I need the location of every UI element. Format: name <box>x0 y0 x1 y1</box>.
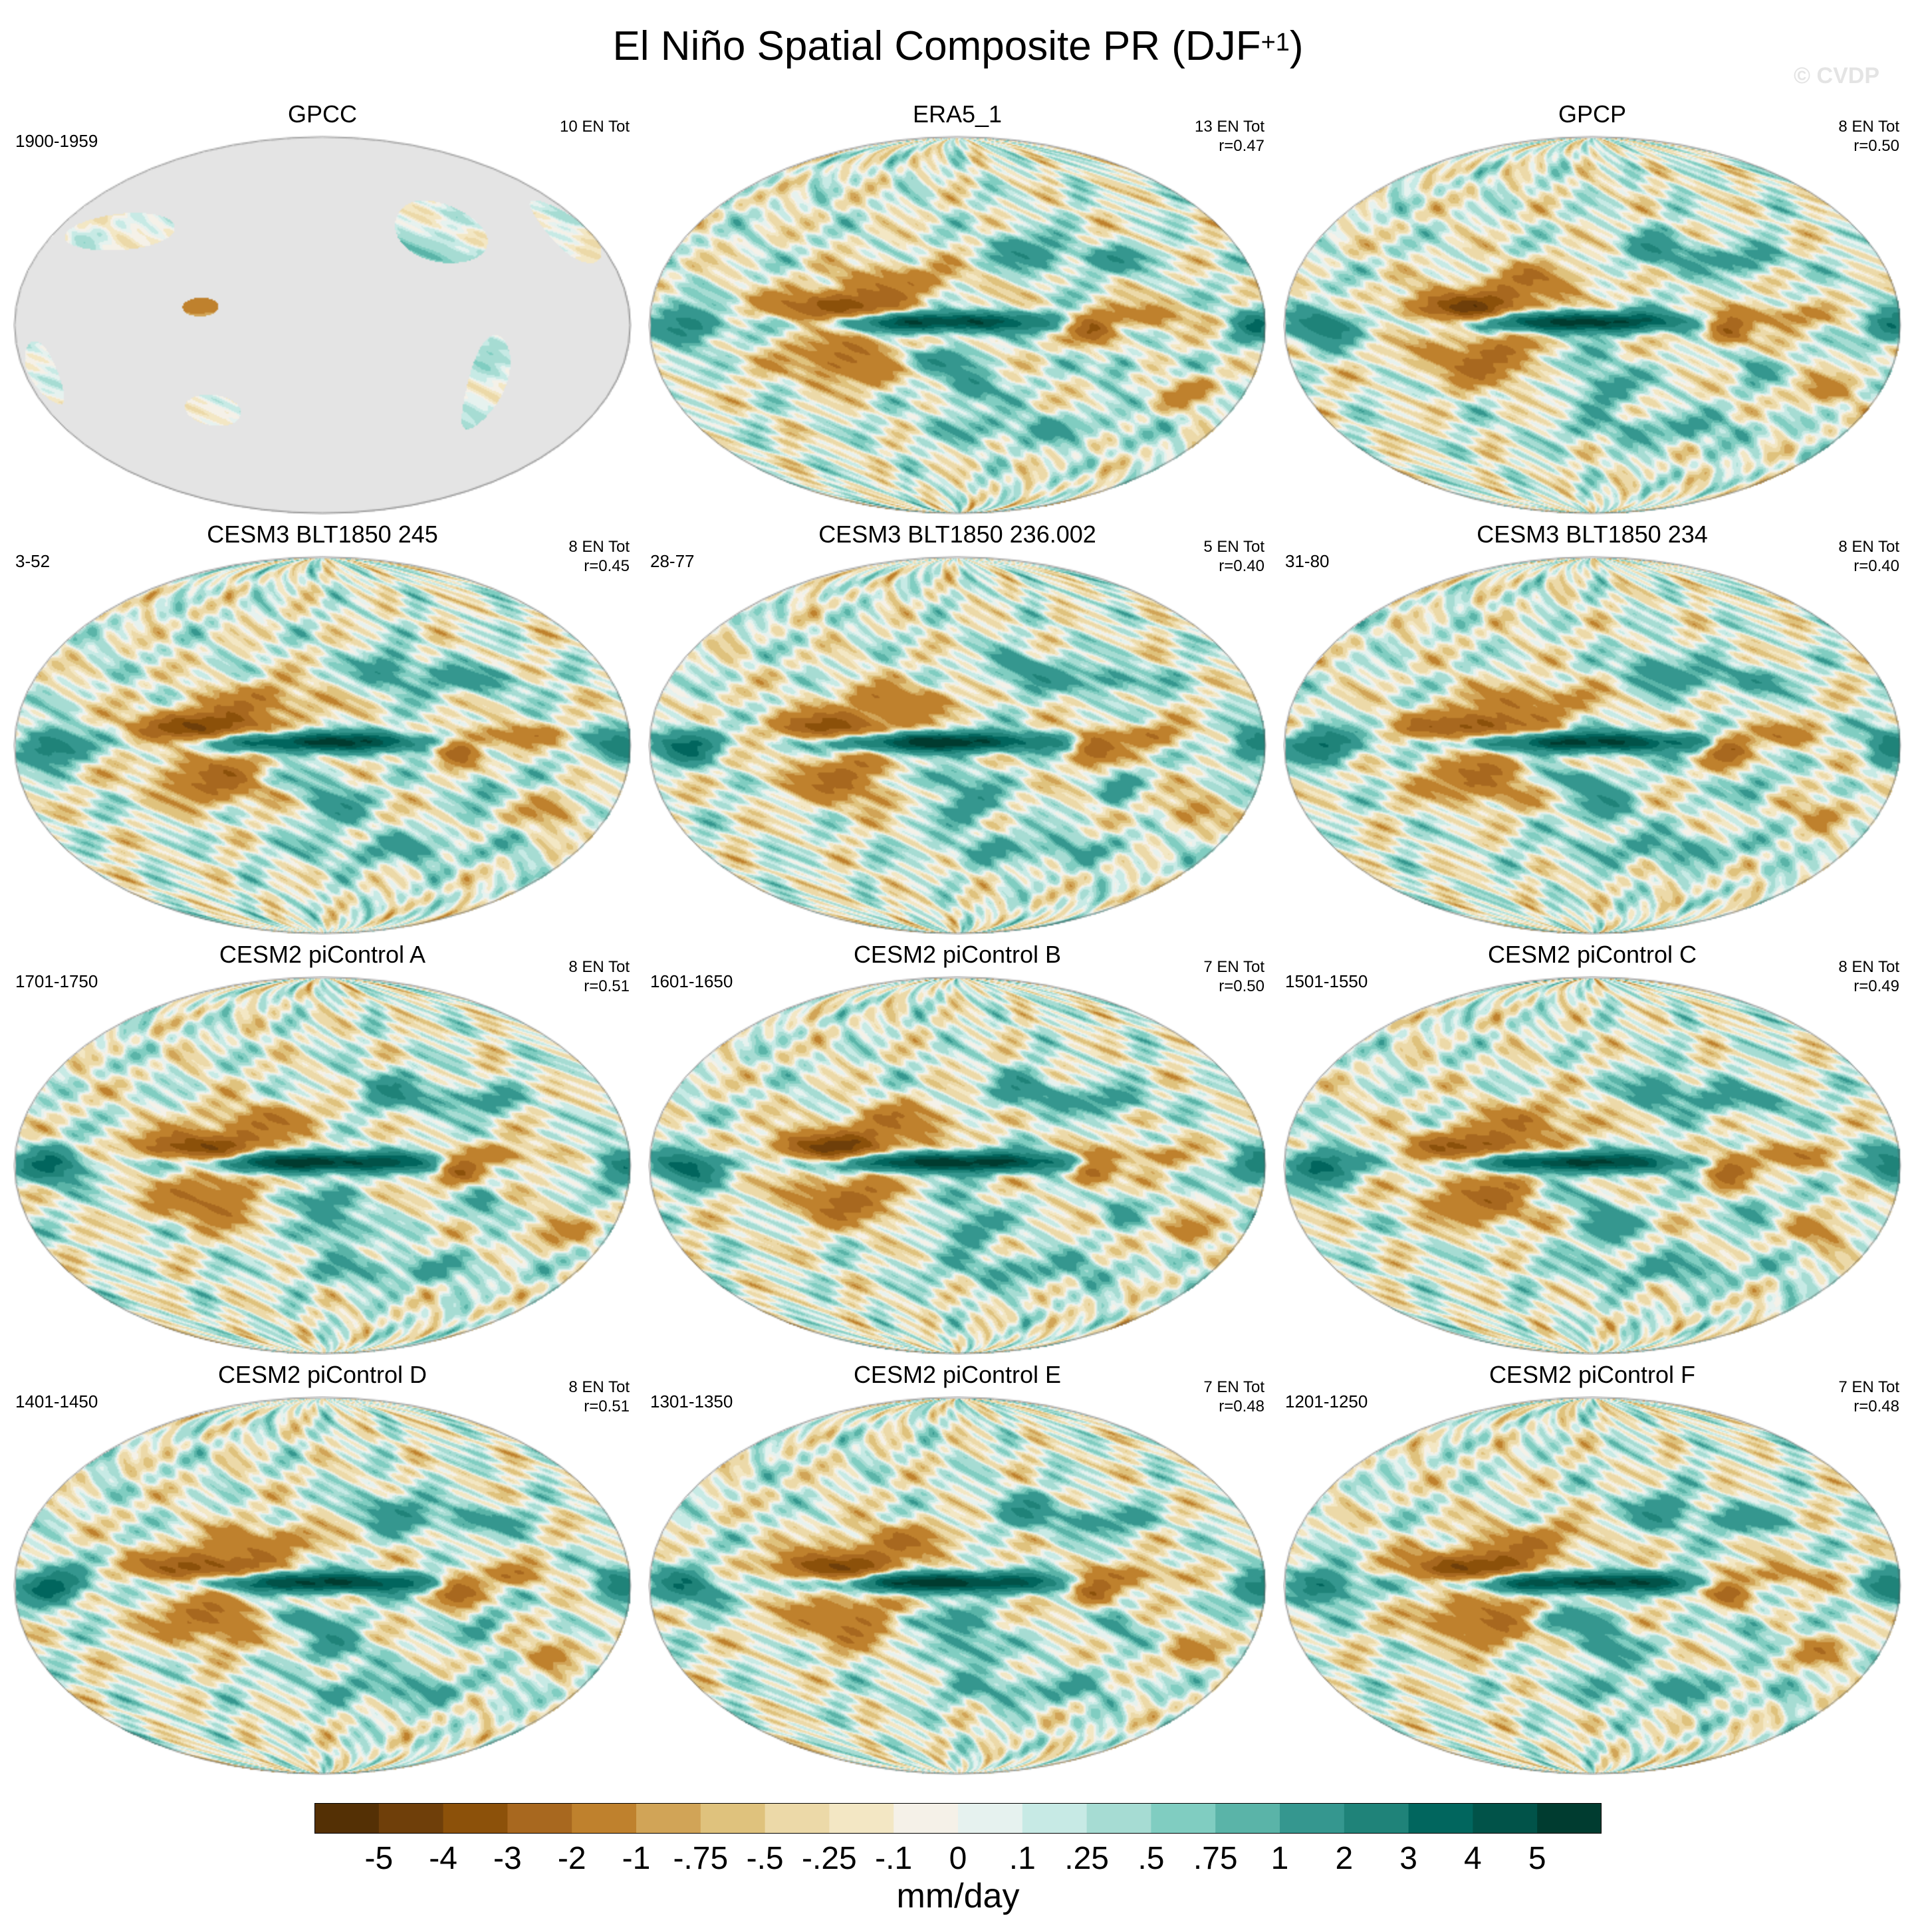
panel-stats: 10 EN Tot <box>560 117 630 136</box>
panel-event-count: 5 EN Tot <box>1203 538 1264 556</box>
title-text: El Niño Spatial Composite PR (DJF <box>612 23 1261 69</box>
colorbar-swatch <box>378 1803 444 1834</box>
panel-event-count: 8 EN Tot <box>568 958 630 976</box>
colorbar-tick-label: 4 <box>1464 1841 1482 1876</box>
precip-composite-map <box>648 1396 1266 1775</box>
panel-event-count: 7 EN Tot <box>1838 1378 1899 1396</box>
panel-title: CESM2 piControl C <box>1487 941 1697 968</box>
colorbar-swatch <box>765 1803 830 1834</box>
panel-title: CESM2 piControl A <box>219 941 426 968</box>
panel-event-count: 8 EN Tot <box>1838 118 1899 136</box>
figure-title: El Niño Spatial Composite PR (DJF+1) <box>0 20 1916 73</box>
panel-event-count: 7 EN Tot <box>1203 958 1264 976</box>
map-panel: CESM3 BLT1850 23431-808 EN Totr=0.40 <box>1273 520 1911 945</box>
colorbar-tick-label: -5 <box>364 1841 394 1876</box>
precip-composite-map <box>13 556 632 935</box>
colorbar-tick-label: 0 <box>949 1841 967 1876</box>
panel-event-count: 8 EN Tot <box>568 538 630 556</box>
precip-composite-map <box>13 976 632 1355</box>
precip-composite-map <box>1283 136 1901 515</box>
colorbar-tick-label: 5 <box>1528 1841 1546 1876</box>
colorbar-tick-label: -.1 <box>875 1841 913 1876</box>
colorbar-swatch <box>1215 1803 1280 1834</box>
colorbar-tick-label: -.5 <box>746 1841 784 1876</box>
colorbar-swatch <box>700 1803 766 1834</box>
panel-title: GPCP <box>1558 100 1627 128</box>
title-close: ) <box>1289 23 1304 69</box>
colorbar-swatch <box>1280 1803 1345 1834</box>
panel-event-count: 8 EN Tot <box>1838 538 1899 556</box>
colorbar-tick-label: .1 <box>1009 1841 1036 1876</box>
panel-event-count: 10 EN Tot <box>560 118 630 136</box>
colorbar-tick-label: -3 <box>493 1841 522 1876</box>
panel-title: CESM2 piControl D <box>217 1361 427 1388</box>
panel-title: CESM2 piControl F <box>1489 1361 1696 1388</box>
precip-composite-map <box>13 1396 632 1775</box>
precip-composite-map <box>13 136 632 515</box>
panel-title: ERA5_1 <box>912 100 1003 128</box>
map-panel: CESM3 BLT1850 236.00228-775 EN Totr=0.40 <box>638 520 1276 945</box>
panel-title: CESM2 piControl E <box>853 1361 1062 1388</box>
colorbar-swatch <box>1151 1803 1216 1834</box>
colorbar-swatch <box>507 1803 572 1834</box>
map-panel: CESM2 piControl D1401-14508 EN Totr=0.51 <box>3 1360 642 1786</box>
map-panel: CESM2 piControl A1701-17508 EN Totr=0.51 <box>3 940 642 1366</box>
colorbar-swatch <box>1344 1803 1409 1834</box>
precip-composite-map <box>648 136 1266 515</box>
panel-title: GPCC <box>287 100 357 128</box>
colorbar-tick-label: -4 <box>429 1841 457 1876</box>
map-panel: CESM3 BLT1850 2453-528 EN Totr=0.45 <box>3 520 642 945</box>
precip-composite-map <box>1283 556 1901 935</box>
colorbar-swatch <box>636 1803 701 1834</box>
colorbar-tick-label: -2 <box>557 1841 586 1876</box>
colorbar-swatch <box>829 1803 894 1834</box>
panel-event-count: 8 EN Tot <box>568 1378 630 1396</box>
map-panel: CESM2 piControl F1201-12507 EN Totr=0.48 <box>1273 1360 1911 1786</box>
colorbar-units: mm/day <box>896 1877 1020 1915</box>
panel-event-count: 8 EN Tot <box>1838 958 1899 976</box>
colorbar-outline <box>314 1803 1602 1834</box>
colorbar-tick-label: -.75 <box>673 1841 729 1876</box>
panel-title: CESM3 BLT1850 236.002 <box>818 521 1096 548</box>
colorbar-swatch <box>443 1803 508 1834</box>
panel-title: CESM2 piControl B <box>853 941 1062 968</box>
precip-composite-map <box>648 556 1266 935</box>
colorbar-swatch <box>958 1803 1023 1834</box>
watermark: © CVDP <box>1794 63 1879 88</box>
colorbar-tick-label: .75 <box>1193 1841 1238 1876</box>
colorbar-tick-label: -1 <box>622 1841 651 1876</box>
map-panel: GPCC1900-195910 EN Tot <box>3 100 642 525</box>
colorbar-swatch <box>572 1803 637 1834</box>
panel-event-count: 13 EN Tot <box>1195 118 1264 136</box>
map-panel: CESM2 piControl C1501-15508 EN Totr=0.49 <box>1273 940 1911 1366</box>
colorbar <box>314 1803 1602 1834</box>
colorbar-tick-label: .25 <box>1064 1841 1109 1876</box>
colorbar-swatch <box>894 1803 959 1834</box>
colorbar-tick-label: .5 <box>1138 1841 1165 1876</box>
colorbar-swatch <box>1473 1803 1538 1834</box>
colorbar-swatch <box>1537 1803 1602 1834</box>
colorbar-swatch <box>1408 1803 1473 1834</box>
map-panel: CESM2 piControl E1301-13507 EN Totr=0.48 <box>638 1360 1276 1786</box>
map-panel: ERA5_113 EN Totr=0.47 <box>638 100 1276 525</box>
colorbar-ticks: -5 -4 -3 -2 -1 -.75 -.5 -.25 -.1 0 .1 .25 .5 .75 1 2 3 4 5 <box>0 1840 1916 1880</box>
precip-composite-map <box>648 976 1266 1355</box>
panel-title: CESM3 BLT1850 234 <box>1477 521 1708 548</box>
colorbar-swatch <box>314 1803 380 1834</box>
colorbar-tick-label: -.25 <box>802 1841 857 1876</box>
precip-composite-map <box>1283 976 1901 1355</box>
title-superscript: +1 <box>1260 29 1290 57</box>
colorbar-swatch <box>1086 1803 1151 1834</box>
colorbar-swatch <box>1022 1803 1088 1834</box>
colorbar-tick-label: 3 <box>1399 1841 1417 1876</box>
panel-title: CESM3 BLT1850 245 <box>207 521 438 548</box>
colorbar-tick-label: 1 <box>1270 1841 1289 1876</box>
colorbar-tick-label: 2 <box>1335 1841 1354 1876</box>
panel-event-count: 7 EN Tot <box>1203 1378 1264 1396</box>
precip-composite-map <box>1283 1396 1901 1775</box>
map-panel: CESM2 piControl B1601-16507 EN Totr=0.50 <box>638 940 1276 1366</box>
